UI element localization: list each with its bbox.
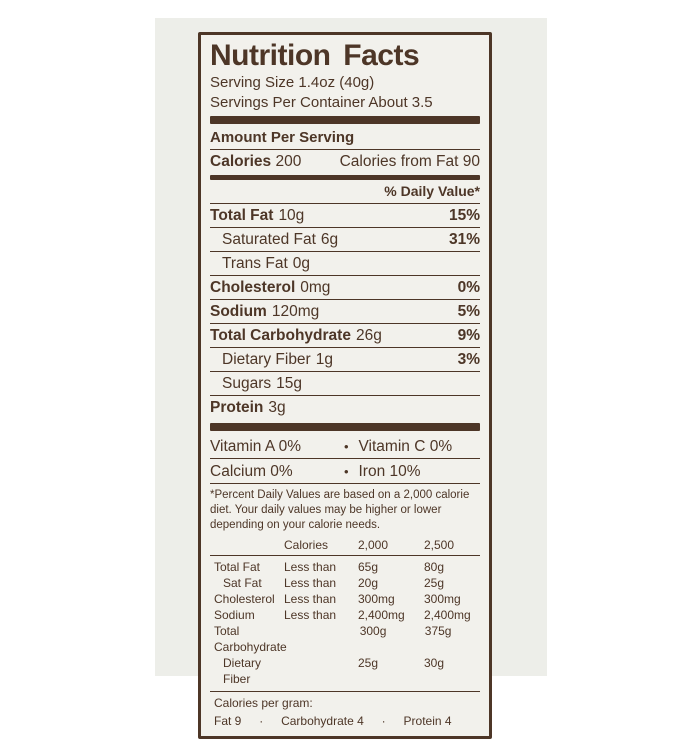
nutrient-amount: 1g (315, 351, 333, 368)
nutrient-dv: 9% (457, 327, 480, 344)
product-photo-background: Nutrition Facts Serving Size 1.4oz (40g)… (155, 18, 547, 739)
nutrient-dv: 3% (457, 351, 480, 368)
vitamin-row-calcium-iron: Calcium 0% • Iron 10% (210, 459, 480, 484)
table-row-dietary-fiber: Dietary Fiber 25g 30g (223, 655, 445, 686)
thick-divider (210, 423, 480, 431)
nutrient-dv: 15% (448, 207, 480, 224)
nutrient-name: Total Carbohydrate (210, 327, 351, 344)
calories-cell: Calories 200 (210, 153, 301, 171)
daily-value-footnote: *Percent Daily Values are based on a 2,0… (210, 489, 470, 532)
vitamin-left: Calcium 0% (210, 462, 293, 480)
table-header-2000: 2,000 (358, 537, 389, 552)
nutrient-name: Saturated Fat (222, 231, 316, 248)
nutrient-row-protein: Protein 3g (210, 396, 480, 419)
calories-label: Calories (210, 153, 272, 170)
nutrient-amount: 6g (320, 231, 339, 248)
vitamin-right: Vitamin C 0% (358, 437, 453, 455)
nutrient-row-sodium: Sodium 120mg 5% (210, 300, 480, 324)
daily-value-table: Calories 2,000 2,500 Total Fat Less than… (210, 537, 480, 687)
nutrient-row-saturated-fat: Saturated Fat 6g 31% (210, 228, 480, 252)
calories-value: 200 (275, 153, 302, 170)
vitamin-left: Vitamin A 0% (210, 437, 302, 455)
nutrient-row-trans-fat: Trans Fat 0g (210, 252, 480, 276)
daily-value-header: % Daily Value* (210, 181, 480, 204)
medium-divider (210, 175, 480, 180)
nutrient-amount: 3g (268, 399, 286, 416)
bullet-separator: • (344, 463, 349, 479)
vitamin-right: Iron 10% (358, 462, 421, 480)
nutrient-row-sugars: Sugars 15g (210, 372, 480, 396)
nutrient-amount: 0g (292, 255, 310, 272)
table-header-calories: Calories (284, 537, 329, 552)
nutrient-name: Cholesterol (210, 279, 296, 296)
nutrient-amount: 120mg (271, 303, 320, 320)
nutrient-name: Sodium (210, 303, 267, 320)
nutrient-row-cholesterol: Cholesterol 0mg 0% (210, 276, 480, 300)
nutrient-amount: 10g (278, 207, 305, 224)
table-header-row: Calories 2,000 2,500 (210, 537, 480, 556)
nutrient-name: Sugars (222, 375, 272, 392)
cpg-carbohydrate: Carbohydrate 4 (281, 713, 364, 728)
table-row-cholesterol: Cholesterol Less than 300mg 300mg (214, 591, 461, 606)
nutrient-row-total-carbohydrate: Total Carbohydrate 26g 9% (210, 324, 480, 348)
calories-from-fat: Calories from Fat 90 (339, 153, 480, 170)
nutrient-amount: 15g (276, 375, 302, 392)
cpg-fat: Fat 9 (214, 713, 242, 728)
thick-divider (210, 116, 480, 124)
vitamin-row-a-c: Vitamin A 0% • Vitamin C 0% (210, 434, 480, 459)
nutrient-name: Protein (210, 399, 264, 416)
nutrient-row-total-fat: Total Fat 10g 15% (210, 204, 480, 228)
thin-divider (210, 690, 480, 692)
calories-per-gram-title: Calories per gram: (214, 695, 313, 710)
servings-per-container: Servings Per Container About 3.5 (210, 93, 433, 111)
table-row-total-carbohydrate: Total Carbohydrate 300g 375g (214, 623, 452, 654)
calories-per-gram-items: Fat 9 · Carbohydrate 4 · Protein 4 (210, 711, 452, 730)
nutrient-row-dietary-fiber: Dietary Fiber 1g 3% (210, 348, 480, 372)
nutrient-amount: 0mg (300, 279, 331, 296)
serving-size: Serving Size 1.4oz (40g) (210, 74, 375, 91)
calories-row: Calories 200 Calories from Fat 90 (210, 150, 480, 173)
cpg-protein: Protein 4 (403, 713, 452, 728)
table-row-total-fat: Total Fat Less than 65g 80g (214, 559, 445, 574)
amount-per-serving-heading: Amount Per Serving (210, 127, 480, 150)
nutrient-amount: 26g (355, 327, 382, 344)
table-row-sat-fat: Sat Fat Less than 20g 25g (223, 575, 445, 590)
nutrient-name: Trans Fat (222, 255, 288, 272)
bullet-separator: • (344, 438, 349, 454)
nutrient-dv: 5% (457, 303, 480, 320)
nutrient-name: Dietary Fiber (222, 351, 311, 368)
dot-separator: · (381, 713, 386, 728)
nutrition-facts-label: Nutrition Facts Serving Size 1.4oz (40g)… (198, 32, 492, 739)
nutrient-dv: 0% (457, 279, 480, 296)
table-header-2500: 2,500 (424, 537, 455, 552)
nutrient-name: Total Fat (210, 207, 274, 224)
dot-separator: · (259, 713, 264, 728)
table-row-sodium: Sodium Less than 2,400mg 2,400mg (214, 607, 471, 622)
label-title: Nutrition Facts (210, 39, 420, 72)
nutrient-dv: 31% (448, 231, 480, 248)
